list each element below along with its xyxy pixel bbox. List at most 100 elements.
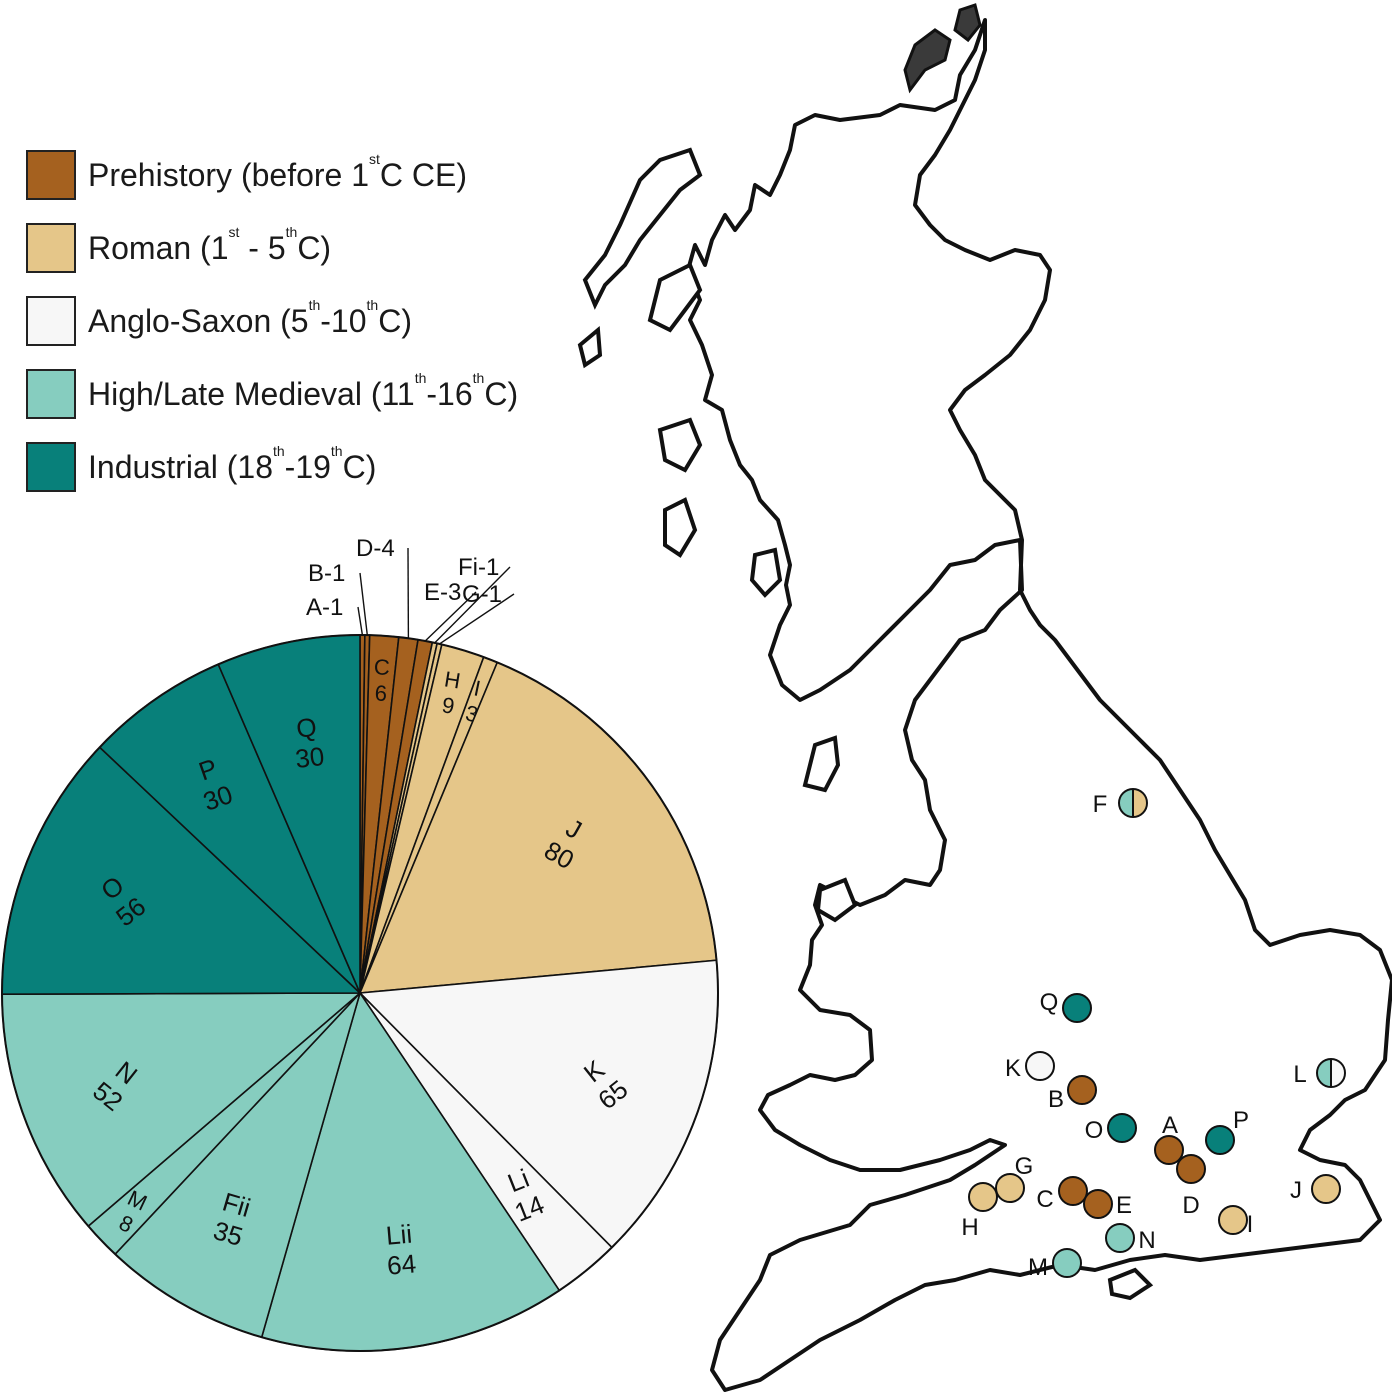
- legend-label-industrial: Industrial (18th-19thC): [88, 442, 377, 485]
- orkney-island: [903, 28, 952, 94]
- legend-swatch-industrial: [26, 442, 76, 492]
- pie-callout-line-e: [424, 591, 477, 642]
- site-half-right-f: [1133, 789, 1147, 817]
- legend-item-anglo-saxon: Anglo-Saxon (5th-10thC): [26, 296, 412, 346]
- site-marker-f: F: [1093, 788, 1148, 818]
- pie-label-group-h: H9: [440, 666, 463, 719]
- pie-value-c: 6: [374, 680, 387, 705]
- site-label-m: M: [1028, 1254, 1048, 1281]
- britain-map: [577, 3, 1392, 1392]
- site-dot-d: [1176, 1154, 1206, 1184]
- pie-callout-label-e: E-3: [424, 579, 461, 606]
- site-marker-n: N: [1105, 1223, 1156, 1254]
- legend-swatch-medieval: [26, 369, 76, 419]
- site-label-d: D: [1182, 1192, 1199, 1219]
- pie-callout-label-b-1: B-1: [308, 560, 345, 587]
- site-marker-h: H: [961, 1182, 998, 1241]
- legend-item-medieval: High/Late Medieval (11th-16thC): [26, 369, 518, 419]
- pie-label-group-q: Q30: [294, 712, 326, 774]
- site-dot-k: [1025, 1051, 1055, 1081]
- site-label-o: O: [1085, 1117, 1104, 1144]
- site-label-n: N: [1138, 1227, 1155, 1254]
- site-marker-a: A: [1154, 1112, 1184, 1165]
- site-dot-o: [1107, 1113, 1137, 1143]
- site-marker-j: J: [1290, 1174, 1341, 1204]
- scotland-border: [983, 539, 1024, 631]
- site-dot-j: [1311, 1174, 1341, 1204]
- site-dot-c: [1058, 1176, 1088, 1206]
- site-label-j: J: [1290, 1177, 1302, 1204]
- site-half-right-l: [1331, 1059, 1345, 1087]
- site-marker-q: Q: [1040, 989, 1092, 1023]
- arran-island: [749, 547, 783, 598]
- site-marker-d: D: [1176, 1154, 1206, 1219]
- site-label-i: I: [1247, 1211, 1254, 1238]
- site-label-c: C: [1036, 1186, 1053, 1213]
- site-label-p: P: [1233, 1107, 1249, 1134]
- pie-label-q: Q: [295, 712, 318, 744]
- legend-item-prehistory: Prehistory (before 1stC CE): [26, 150, 467, 200]
- site-label-k: K: [1005, 1055, 1021, 1082]
- site-half-left-l: [1317, 1059, 1331, 1087]
- site-marker-e: E: [1083, 1189, 1132, 1219]
- pie-callout-label-g-1: G-1: [462, 581, 502, 608]
- site-dot-h: [968, 1182, 998, 1212]
- legend-label-medieval: High/Late Medieval (11th-16thC): [88, 369, 519, 412]
- site-label-f: F: [1093, 791, 1108, 818]
- hebrides-island: [582, 147, 703, 310]
- legend-label-anglo-saxon: Anglo-Saxon (5th-10thC): [88, 296, 412, 339]
- pie-label-c: C: [373, 654, 390, 680]
- site-dot-g: [995, 1173, 1025, 1203]
- hebrides-island-south: [577, 325, 603, 369]
- site-label-e: E: [1116, 1192, 1132, 1219]
- site-dot-p: [1205, 1125, 1235, 1155]
- site-marker-k: K: [1005, 1051, 1055, 1082]
- pie-callout-line-g-1: [439, 593, 515, 645]
- pie-label-group-c: C6: [373, 654, 390, 705]
- pie-label-i: I: [472, 675, 483, 701]
- site-dot-m: [1052, 1248, 1082, 1278]
- isle-of-wight: [1107, 1267, 1154, 1301]
- site-label-g: G: [1015, 1153, 1034, 1180]
- legend-swatch-prehistory: [26, 150, 76, 200]
- islay-island: [663, 497, 698, 558]
- site-marker-c: C: [1036, 1176, 1088, 1213]
- pie-value-lii: 64: [386, 1248, 417, 1280]
- pie-callout-line-a-1: [357, 606, 364, 636]
- site-dot-b: [1067, 1075, 1097, 1105]
- site-label-a: A: [1162, 1112, 1178, 1139]
- site-marker-o: O: [1085, 1113, 1137, 1144]
- pie-label-h: H: [443, 666, 463, 693]
- site-marker-l: L: [1293, 1058, 1346, 1088]
- anglesey-island: [815, 877, 858, 923]
- site-half-left-f: [1119, 789, 1133, 817]
- site-dot-e: [1083, 1189, 1113, 1219]
- pie-label-lii: Lii: [385, 1219, 413, 1251]
- legend-item-roman: Roman (1st - 5thC): [26, 223, 331, 273]
- map-sites: F Q K L BO A P D G H C E J I N M: [961, 788, 1346, 1281]
- site-marker-p: P: [1205, 1107, 1249, 1155]
- legend-swatch-roman: [26, 223, 76, 273]
- site-label-b: B: [1048, 1086, 1064, 1113]
- mull-island: [657, 417, 703, 473]
- legend-swatch-anglo-saxon: [26, 296, 76, 346]
- legend-label-prehistory: Prehistory (before 1stC CE): [88, 150, 468, 193]
- orkney-island-2: [953, 3, 982, 43]
- site-dot-i: [1218, 1205, 1248, 1235]
- isle-of-man: [802, 735, 841, 793]
- site-label-l: L: [1293, 1061, 1306, 1088]
- site-marker-m: M: [1028, 1248, 1082, 1281]
- legend-item-industrial: Industrial (18th-19thC): [26, 442, 376, 492]
- pie-callout-line-fi-1: [434, 566, 511, 644]
- pie-outline: [1, 634, 719, 1352]
- legend-label-roman: Roman (1st - 5thC): [88, 223, 332, 266]
- pie-callout-label-d-4: D-4: [356, 535, 395, 562]
- pie-callout-label-a-1: A-1: [306, 594, 343, 621]
- site-marker-b: B: [1048, 1075, 1097, 1113]
- site-label-h: H: [961, 1214, 978, 1241]
- site-dot-a: [1154, 1135, 1184, 1165]
- pie-callout-line-b-1: [359, 572, 368, 636]
- site-label-q: Q: [1040, 989, 1059, 1016]
